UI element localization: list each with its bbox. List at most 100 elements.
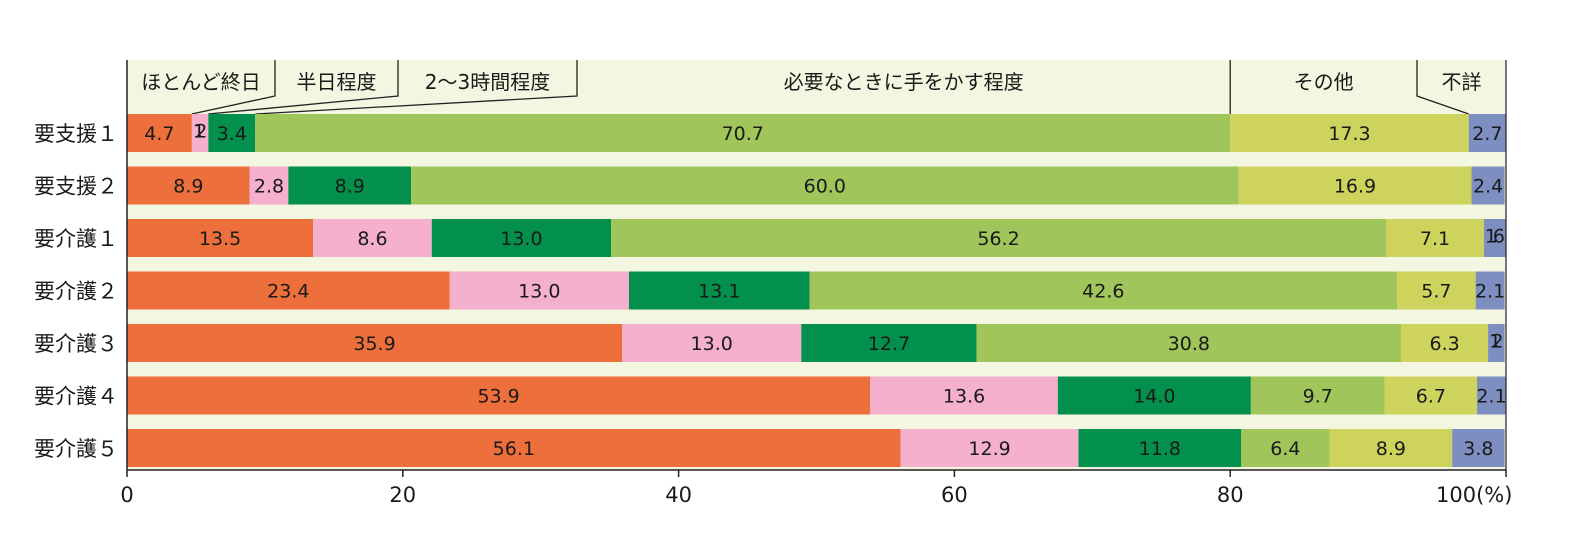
bar-segment	[191, 114, 209, 152]
bar-segment	[1397, 271, 1476, 310]
category-label: 要支援２	[34, 175, 118, 199]
bar-segment	[1475, 271, 1505, 310]
data-label: 2.1	[1475, 280, 1505, 302]
data-label: 8.9	[335, 175, 365, 197]
bar-segment	[127, 114, 192, 152]
bar-segment	[1468, 114, 1506, 152]
data-label: 5.7	[1421, 280, 1451, 302]
bar-segment	[208, 114, 256, 152]
data-label: 13.0	[500, 228, 542, 250]
bar-segment	[1477, 376, 1506, 415]
category-labels: 要支援１ 要支援２ 要介護１ 要介護２ 要介護３ 要介護４ 要介護５	[34, 122, 118, 461]
legend-leader-line	[191, 60, 276, 115]
bar-segment	[249, 166, 289, 205]
bar-segment	[1384, 376, 1478, 415]
data-label: 9.7	[1303, 385, 1333, 407]
bar-segment	[628, 271, 810, 310]
data-label: 4.7	[144, 123, 174, 145]
bar-segment	[1386, 219, 1484, 257]
bar-segment	[1488, 324, 1505, 362]
bar-segment	[127, 219, 314, 257]
bar-segment	[1452, 429, 1505, 467]
data-label: 56.1	[493, 438, 535, 460]
bar-segment	[1250, 376, 1385, 415]
data-label: 56.2	[977, 228, 1019, 250]
data-label: 30.8	[1168, 333, 1210, 355]
data-label: 6.3	[1430, 333, 1460, 355]
data-label: 2.7	[1472, 123, 1502, 145]
data-label: 35.9	[353, 333, 395, 355]
data-label: 11.8	[1139, 438, 1181, 460]
bar-segment	[288, 166, 412, 205]
data-label: 3.8	[1463, 438, 1493, 460]
data-label: 13.0	[691, 333, 733, 355]
legend-label: 半日程度	[297, 70, 377, 94]
bar-segment	[976, 324, 1402, 362]
data-label: 60.0	[804, 175, 846, 197]
bars: 4.7 1.2 3.4 70.7 17.3 2.7 8.9 2.8 8.9 60.0 16.9 2.4…	[127, 114, 1507, 467]
data-label: 42.6	[1082, 280, 1124, 302]
data-label: 12.9	[968, 438, 1010, 460]
category-label: 要介護２	[34, 280, 118, 304]
data-label: 23.4	[267, 280, 309, 302]
x-tick-label: 40	[665, 483, 692, 507]
data-label: 8.6	[357, 228, 387, 250]
legend-label: 必要なときに手をかす程度	[784, 70, 1024, 94]
bar-segment	[1483, 219, 1506, 257]
data-label: 16.9	[1334, 175, 1376, 197]
x-tick-label: 80	[1217, 483, 1244, 507]
data-label: 3.4	[217, 123, 247, 145]
data-label: 1.2	[1489, 331, 1504, 353]
bar-segment	[1471, 166, 1505, 205]
category-label: 要介護５	[34, 437, 118, 461]
data-label: 8.9	[173, 175, 203, 197]
x-tick-label: 0	[120, 483, 133, 507]
bar-segment	[127, 429, 901, 467]
data-label: 13.6	[943, 385, 985, 407]
bar-segment	[127, 376, 871, 415]
bar-segment	[1241, 429, 1330, 467]
bar-segment	[809, 271, 1398, 310]
category-label: 要介護１	[34, 227, 118, 251]
legend: ほとんど終日 半日程度 2～3時間程度 必要なときに手をかす程度 その他 不詳	[141, 70, 1481, 94]
data-label: 1.2	[193, 121, 208, 143]
data-label: 17.3	[1328, 123, 1370, 145]
legend-label: 2～3時間程度	[425, 70, 550, 94]
legend-leader-line	[1416, 60, 1469, 115]
data-label: 6.4	[1270, 438, 1300, 460]
bar-segment	[1057, 376, 1251, 415]
data-label: 2.1	[1476, 385, 1506, 407]
bar-segment	[870, 376, 1058, 415]
data-label: 6.7	[1416, 385, 1446, 407]
legend-label: その他	[1294, 70, 1354, 94]
data-label: 70.7	[722, 123, 764, 145]
bar-segment	[313, 219, 432, 257]
x-tick-label: 100(%)	[1436, 483, 1512, 507]
data-label: 13.1	[698, 280, 740, 302]
legend-leader-line	[208, 60, 399, 115]
category-label: 要支援１	[34, 122, 118, 146]
legend-label: ほとんど終日	[141, 70, 260, 94]
data-label: 8.9	[1376, 438, 1406, 460]
bar-segment	[255, 114, 1231, 152]
legend-label: 不詳	[1442, 70, 1482, 94]
bar-segment	[127, 324, 623, 362]
axes: 0 20 40 60 80 100(%)	[120, 60, 1512, 507]
data-label: 14.0	[1133, 385, 1175, 407]
bar-segment	[449, 271, 629, 310]
bar-segment	[1078, 429, 1242, 467]
bar-segment	[900, 429, 1079, 467]
data-label: 12.7	[868, 333, 910, 355]
bar-segment	[1401, 324, 1489, 362]
legend-leader-line	[255, 60, 578, 115]
bar-segment	[611, 219, 1387, 257]
x-tick-label: 60	[941, 483, 968, 507]
x-tick-label: 20	[389, 483, 416, 507]
legend-leaders	[191, 60, 1469, 115]
data-label: 13.0	[518, 280, 560, 302]
data-label: 1.6	[1485, 226, 1505, 248]
data-label: 13.5	[199, 228, 241, 250]
data-label: 2.4	[1473, 175, 1503, 197]
bar-segment	[1329, 429, 1453, 467]
